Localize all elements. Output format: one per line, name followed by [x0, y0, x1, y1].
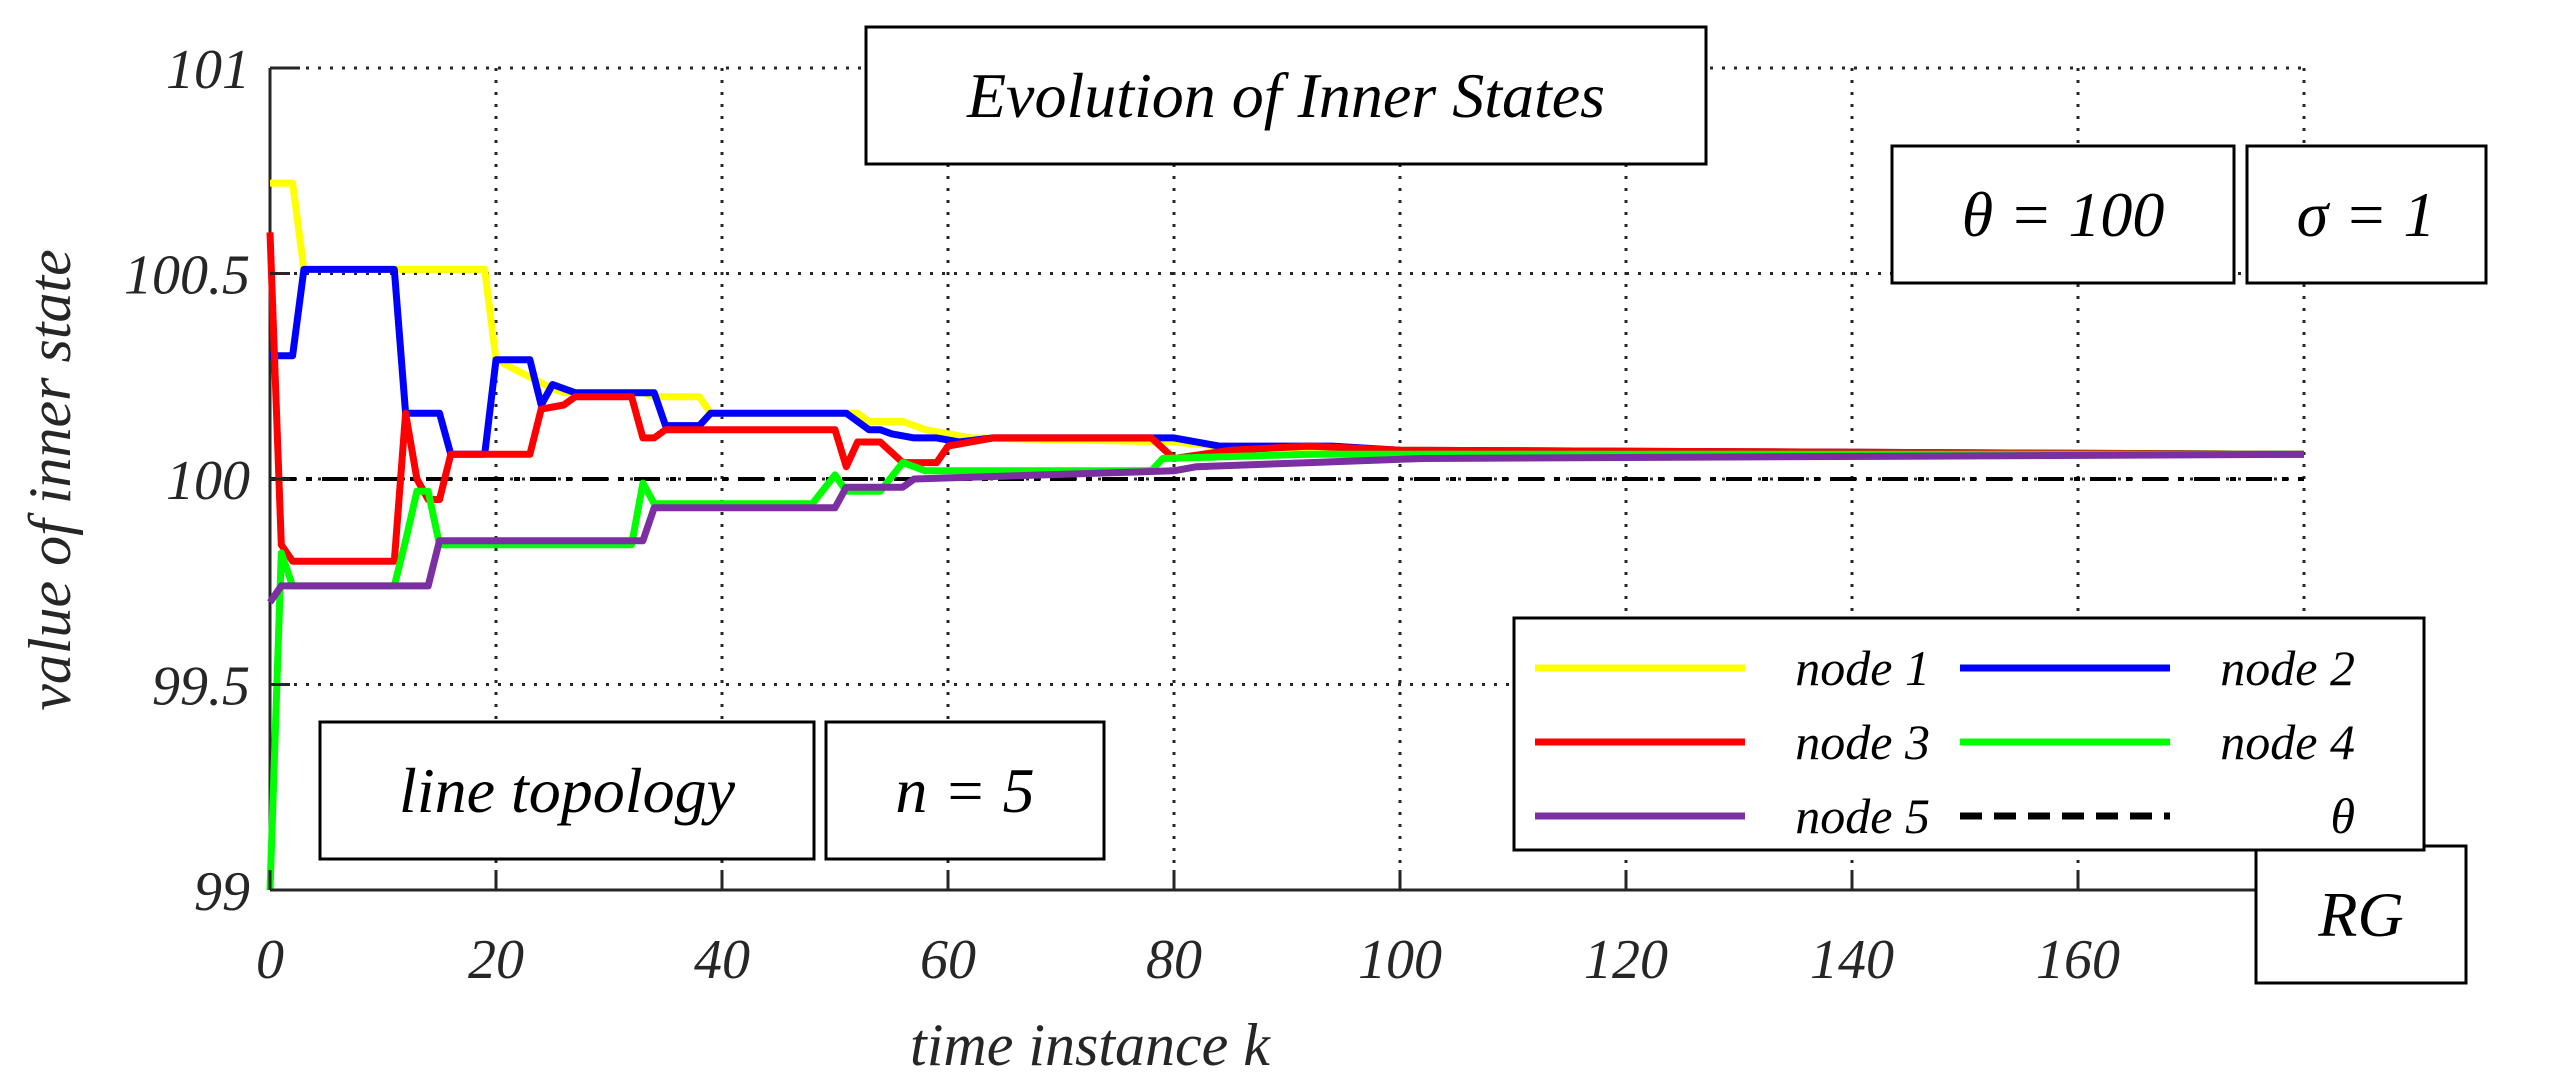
y-tick-label: 101	[166, 39, 250, 101]
x-tick-label: 80	[1146, 929, 1202, 991]
n-value-text: n = 5	[895, 755, 1034, 826]
theta-value-text: θ = 100	[1962, 179, 2165, 250]
n-box: n = 5	[824, 720, 1106, 861]
sigma-value-text: σ = 1	[2297, 179, 2436, 250]
x-tick-label: 140	[1810, 929, 1894, 991]
legend-label: θ	[2330, 788, 2355, 844]
x-tick-labels: 0 20 40 60 80 100 120 140 160	[256, 870, 2120, 991]
method-text: RG	[2317, 879, 2403, 950]
legend-items: node 1 node 2 node 3 node 4 node 5 θ	[1535, 640, 2355, 844]
sigma-box: σ = 1	[2245, 144, 2488, 285]
series-layer	[266, 179, 2305, 891]
method-box: RG	[2254, 844, 2468, 985]
title-box: Evolution of Inner States	[864, 25, 1708, 166]
y-tick-label: 100	[166, 450, 250, 512]
x-tick-label: 160	[2036, 929, 2120, 991]
legend-label: node 5	[1795, 788, 1930, 844]
y-tick-label: 99	[194, 861, 250, 923]
x-tick-label: 40	[694, 929, 750, 991]
series-line-node-3	[266, 232, 2305, 565]
series-line-node-5	[267, 450, 2305, 605]
legend: node 1 node 2 node 3 node 4 node 5 θ	[1512, 616, 2426, 852]
topology-text: line topology	[399, 755, 736, 826]
y-axis-label: value of inner state	[17, 249, 83, 711]
x-tick-label: 60	[920, 929, 976, 991]
legend-label: node 1	[1795, 640, 1930, 696]
x-tick-label: 100	[1358, 929, 1442, 991]
legend-frame	[1512, 616, 2426, 852]
x-tick-label: 0	[256, 929, 284, 991]
x-axis-label: time instance k	[910, 1012, 1271, 1078]
x-tick-label: 120	[1584, 929, 1668, 991]
chart-title: Evolution of Inner States	[966, 60, 1605, 131]
y-tick-label: 99.5	[152, 656, 250, 718]
legend-label: node 2	[2220, 640, 2355, 696]
y-tick-labels: 99 99.5 100 100.5 101	[124, 39, 290, 923]
legend-label: node 4	[2220, 714, 2355, 770]
topology-box: line topology	[318, 720, 816, 861]
legend-label: node 3	[1795, 714, 1930, 770]
theta-box: θ = 100	[1890, 144, 2236, 285]
series-line-node-2	[270, 265, 2305, 458]
x-tick-label: 20	[468, 929, 524, 991]
y-tick-label: 100.5	[124, 245, 250, 307]
